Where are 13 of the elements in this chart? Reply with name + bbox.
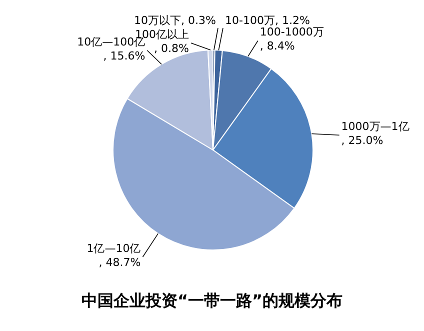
slice-label: 100-1000万: [260, 26, 324, 39]
text: 中国企业投资“一带一路”的规模分布: [81, 291, 343, 310]
data-label: , 1.2%: [274, 14, 310, 27]
data-label: , 0.8%: [154, 42, 189, 55]
data-label: , 48.7%: [98, 256, 141, 269]
slice-label: 10万以下: [134, 14, 182, 27]
slice-label: 1亿—10亿: [86, 242, 141, 255]
data-label: , 0.3%: [181, 14, 216, 27]
slice-label: 10-100万: [225, 14, 275, 27]
data-label: , 25.0%: [341, 134, 384, 148]
slice-label: 1000万—1亿: [341, 120, 410, 134]
data-label: , 8.4%: [260, 40, 295, 53]
data-label: , 15.6%: [103, 49, 146, 62]
